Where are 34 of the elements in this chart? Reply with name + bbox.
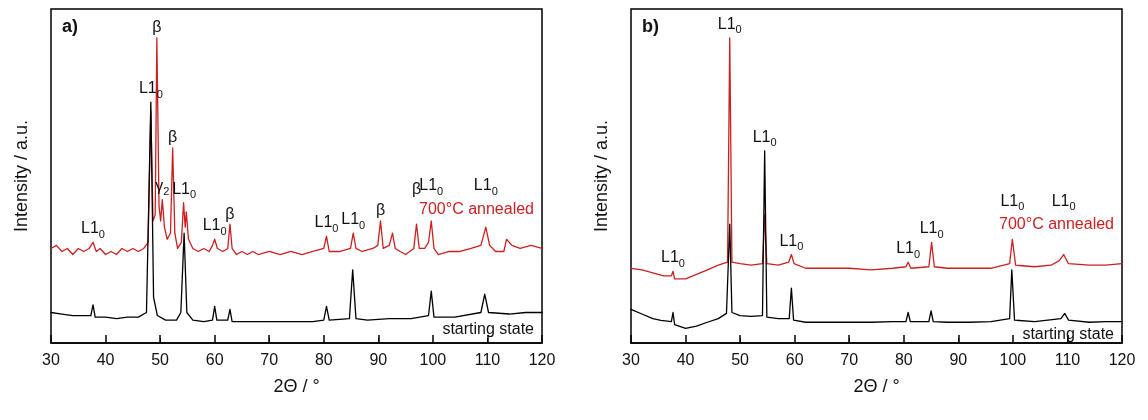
x-tick-label: 110 [474,350,501,368]
chart-title: a) [62,16,79,36]
x-tick-label: 90 [369,350,388,368]
x-tick-label: 60 [785,350,804,368]
x-tick-label: 70 [260,350,279,368]
x-tick-label: 90 [949,350,968,368]
x-tick-label: 70 [840,350,859,368]
x-axis-title: 2Θ / ° [273,376,320,396]
x-tick-label: 110 [1054,350,1081,368]
annotation: β [375,201,386,219]
x-axis-title: 2Θ / ° [853,376,900,396]
chart-title: b) [642,16,659,36]
y-axis-title: Intensity / a.u. [591,119,611,233]
x-tick-label: 50 [151,350,170,368]
series-label: starting state [1022,324,1115,342]
x-tick-label: 100 [999,350,1027,368]
x-tick-label: 50 [731,350,750,368]
series-label: 700°C annealed [419,199,534,217]
x-tick-label: 30 [42,350,60,368]
x-tick-label: 120 [528,350,556,368]
annotation: β [168,128,178,146]
x-tick-label: 40 [676,350,695,368]
x-tick-label: 80 [894,350,913,368]
x-tick-label: 120 [1108,350,1136,368]
x-tick-label: 80 [314,350,333,368]
series-label: starting state [442,320,535,338]
x-tick-label: 100 [419,350,447,368]
annotation: β [152,18,162,36]
y-axis-title: Intensity / a.u. [11,119,31,233]
series-label: 700°C annealed [999,215,1114,233]
x-tick-label: 40 [96,350,115,368]
annotation: β [225,204,235,222]
x-tick-label: 30 [622,350,640,368]
x-tick-label: 60 [205,350,224,368]
